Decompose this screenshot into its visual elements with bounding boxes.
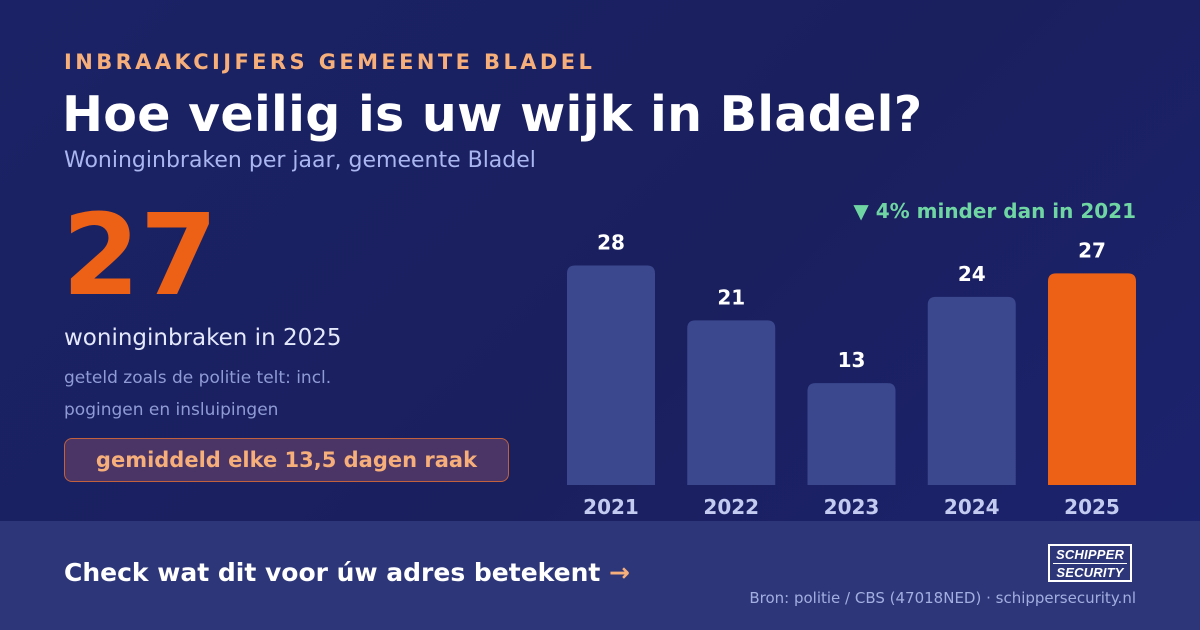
bar-value-label: 28	[597, 230, 625, 254]
source-credit: Bron: politie / CBS (47018NED) · schippe…	[749, 589, 1136, 607]
bar-value-label: 21	[717, 285, 745, 309]
category-label: 2025	[1064, 495, 1120, 519]
bar-2022	[687, 320, 776, 485]
logo-divider	[1053, 562, 1127, 564]
page-subtitle: Woninginbraken per jaar, gemeente Bladel	[64, 148, 536, 173]
cta-link[interactable]: Check wat dit voor úw adres betekent →	[64, 558, 630, 587]
category-label: 2023	[824, 495, 880, 519]
bar-value-label: 27	[1078, 238, 1106, 262]
bar-value-label: 24	[958, 262, 986, 286]
category-label: 2024	[944, 495, 1000, 519]
category-label: 2021	[583, 495, 639, 519]
brand-logo: SCHIPPER SECURITY	[1048, 544, 1132, 582]
trend-indicator: ▼ 4% minder dan in 2021	[853, 199, 1136, 223]
logo-line-2: SECURITY	[1056, 564, 1124, 580]
arrow-right-icon: →	[609, 558, 630, 587]
bar-chart: 28 2021 21 2022 13 2023 24 2024 27 2025	[567, 230, 1136, 519]
bar-2021	[567, 265, 655, 485]
page-title: Hoe veilig is uw wijk in Bladel?	[62, 86, 923, 143]
footer-bar	[0, 521, 1200, 630]
logo-line-1: SCHIPPER	[1055, 546, 1125, 562]
category-label: 2022	[703, 495, 759, 519]
stat-note: geteld zoals de politie telt: incl. pogi…	[64, 368, 332, 420]
frequency-badge: gemiddeld elke 13,5 dagen raak	[64, 438, 509, 482]
bar-value-label: 13	[838, 348, 866, 372]
eyebrow-label: INBRAAKCIJFERS GEMEENTE BLADEL	[64, 50, 596, 74]
bar-2024	[927, 296, 1016, 485]
bar-2025	[1048, 273, 1136, 485]
bar-2023	[807, 383, 896, 485]
stat-label: woninginbraken in 2025	[64, 325, 342, 351]
cta-text: Check wat dit voor úw adres betekent	[64, 558, 601, 587]
stat-number: 27	[62, 191, 218, 321]
